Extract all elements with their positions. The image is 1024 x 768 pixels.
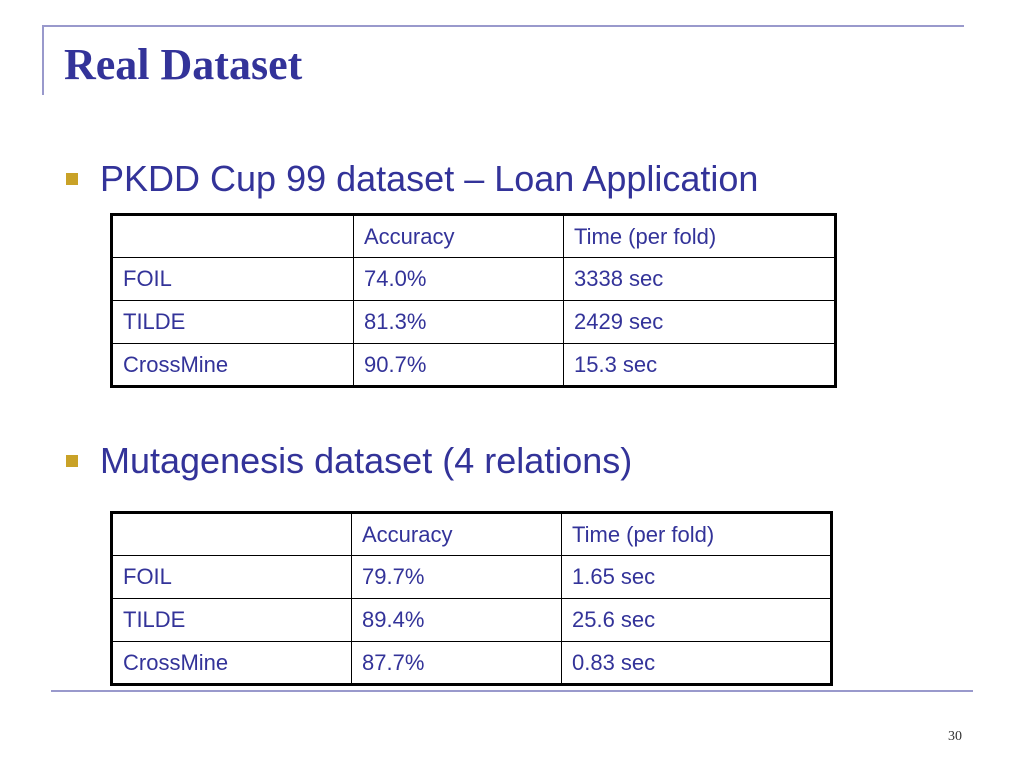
time-cell: 3338 sec: [563, 257, 836, 301]
page-number: 30: [948, 729, 962, 744]
header-cell-accuracy: Accuracy: [351, 512, 562, 556]
header-cell-time: Time (per fold): [563, 214, 836, 258]
table-row: FOIL 79.7% 1.65 sec: [111, 555, 832, 599]
table-header-row: Accuracy Time (per fold): [111, 214, 836, 258]
pkdd-results-table: Accuracy Time (per fold) FOIL 74.0% 3338…: [110, 213, 837, 388]
accuracy-cell: 79.7%: [351, 555, 562, 599]
accuracy-cell: 90.7%: [353, 343, 564, 387]
bullet-text-pkdd: PKDD Cup 99 dataset – Loan Application: [100, 158, 759, 199]
slide-title: Real Dataset: [64, 40, 303, 89]
time-cell: 0.83 sec: [561, 641, 832, 685]
time-cell: 1.65 sec: [561, 555, 832, 599]
time-cell: 2429 sec: [563, 300, 836, 344]
accuracy-cell: 89.4%: [351, 598, 562, 642]
method-cell: TILDE: [111, 598, 352, 642]
table-row: CrossMine 87.7% 0.83 sec: [111, 641, 832, 685]
accuracy-cell: 81.3%: [353, 300, 564, 344]
bullet-text-mutagenesis: Mutagenesis dataset (4 relations): [100, 440, 633, 481]
table-row: CrossMine 90.7% 15.3 sec: [111, 343, 836, 387]
time-cell: 15.3 sec: [563, 343, 836, 387]
method-cell: CrossMine: [111, 641, 352, 685]
header-cell-time: Time (per fold): [561, 512, 832, 556]
table-row: FOIL 74.0% 3338 sec: [111, 257, 836, 301]
method-cell: FOIL: [111, 555, 352, 599]
mutagenesis-results-table: Accuracy Time (per fold) FOIL 79.7% 1.65…: [110, 511, 833, 686]
accuracy-cell: 74.0%: [353, 257, 564, 301]
left-divider-line: [42, 25, 44, 95]
header-cell-accuracy: Accuracy: [353, 214, 564, 258]
table-header-row: Accuracy Time (per fold): [111, 512, 832, 556]
bullet-pkdd: PKDD Cup 99 dataset – Loan Application: [66, 161, 758, 197]
header-cell-empty: [111, 512, 352, 556]
method-cell: TILDE: [111, 300, 354, 344]
bullet-mutagenesis: Mutagenesis dataset (4 relations): [66, 443, 632, 479]
top-divider-line: [42, 25, 964, 27]
method-cell: CrossMine: [111, 343, 354, 387]
time-cell: 25.6 sec: [561, 598, 832, 642]
table-row: TILDE 89.4% 25.6 sec: [111, 598, 832, 642]
table-row: TILDE 81.3% 2429 sec: [111, 300, 836, 344]
header-cell-empty: [111, 214, 354, 258]
square-bullet-icon: [66, 173, 78, 185]
accuracy-cell: 87.7%: [351, 641, 562, 685]
bottom-divider-line: [51, 690, 973, 692]
square-bullet-icon: [66, 455, 78, 467]
method-cell: FOIL: [111, 257, 354, 301]
